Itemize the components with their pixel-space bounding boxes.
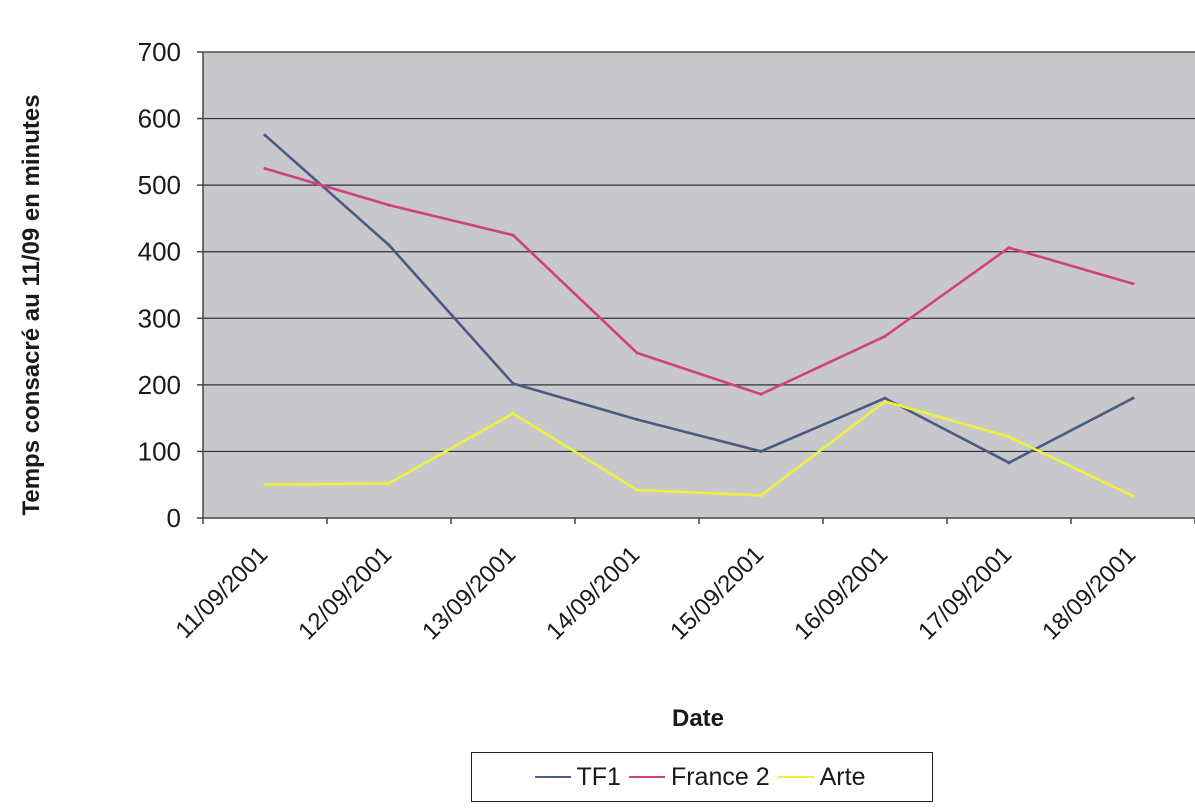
x-tick-label-8: 18/09/2001 — [1037, 541, 1141, 645]
data-point-tf1-6 — [883, 396, 887, 400]
data-point-france-2-1 — [263, 166, 267, 171]
series-lines — [263, 133, 1135, 498]
x-axis-title: Date — [672, 705, 724, 732]
data-point-arte-7 — [1007, 435, 1011, 439]
data-point-tf1-3 — [511, 381, 515, 386]
legend-item-france-2: France 2 — [628, 762, 770, 792]
legend-swatch-tf1 — [534, 776, 571, 778]
x-tick-label-7: 17/09/2001 — [913, 541, 1017, 645]
data-point-france-2-8 — [1131, 282, 1135, 286]
data-point-arte-4 — [635, 488, 639, 492]
series-line-arte — [263, 400, 1135, 498]
legend-item-arte: Arte — [777, 762, 866, 792]
x-tick-label-5: 15/09/2001 — [665, 541, 769, 645]
y-tick-label-700: 700 — [138, 37, 181, 67]
data-point-tf1-2 — [387, 243, 391, 247]
y-tick-label-200: 200 — [138, 370, 181, 400]
y-tick-label-0: 0 — [167, 503, 181, 533]
data-point-tf1-8 — [1131, 396, 1135, 400]
legend: TF1 France 2 Arte — [471, 752, 933, 802]
y-axis-title: Temps consacré au 11/09 en minutes — [18, 94, 45, 515]
data-point-france-2-2 — [387, 203, 391, 207]
data-point-france-2-5 — [759, 392, 763, 396]
data-point-tf1-7 — [1007, 461, 1011, 465]
x-tick-label-1: 11/09/2001 — [170, 541, 273, 644]
legend-label-tf1: TF1 — [576, 762, 621, 791]
legend-swatch-arte — [777, 776, 814, 778]
y-tick-label-600: 600 — [138, 104, 181, 134]
data-point-tf1-4 — [635, 417, 639, 422]
data-point-tf1-5 — [759, 449, 763, 454]
legend-label-france-2: France 2 — [670, 762, 770, 791]
series-line-france-2 — [263, 167, 1135, 396]
y-axis-ticks: 0 100 200 300 400 500 600 700 — [138, 37, 203, 533]
y-tick-label-300: 300 — [138, 303, 181, 333]
data-point-arte-3 — [511, 411, 515, 416]
plot-area — [203, 52, 1195, 518]
y-tick-label-100: 100 — [138, 436, 181, 466]
series-line-tf1 — [263, 133, 1135, 465]
data-point-arte-2 — [387, 481, 391, 485]
y-tick-label-400: 400 — [138, 237, 181, 267]
data-point-arte-5 — [759, 493, 763, 497]
legend-item-tf1: TF1 — [534, 762, 621, 792]
data-point-arte-1 — [263, 483, 267, 487]
x-tick-label-2: 12/09/2001 — [293, 541, 397, 645]
data-point-arte-6 — [883, 399, 887, 404]
data-point-france-2-4 — [635, 351, 639, 355]
data-point-france-2-3 — [511, 233, 515, 237]
data-point-arte-8 — [1131, 494, 1135, 498]
x-tick-label-6: 16/09/2001 — [789, 541, 893, 645]
x-tick-label-4: 14/09/2001 — [541, 541, 645, 645]
legend-swatch-france-2 — [628, 776, 665, 778]
legend-label-arte: Arte — [819, 762, 866, 791]
data-point-france-2-6 — [883, 334, 887, 338]
y-tick-label-500: 500 — [138, 170, 181, 200]
data-point-tf1-1 — [263, 133, 267, 137]
gridlines — [203, 51, 1195, 453]
x-axis-ticks: 11/09/2001 12/09/2001 13/09/2001 14/09/2001… — [170, 518, 1195, 645]
x-tick-label-3: 13/09/2001 — [417, 541, 521, 645]
data-point-france-2-7 — [1007, 246, 1011, 250]
